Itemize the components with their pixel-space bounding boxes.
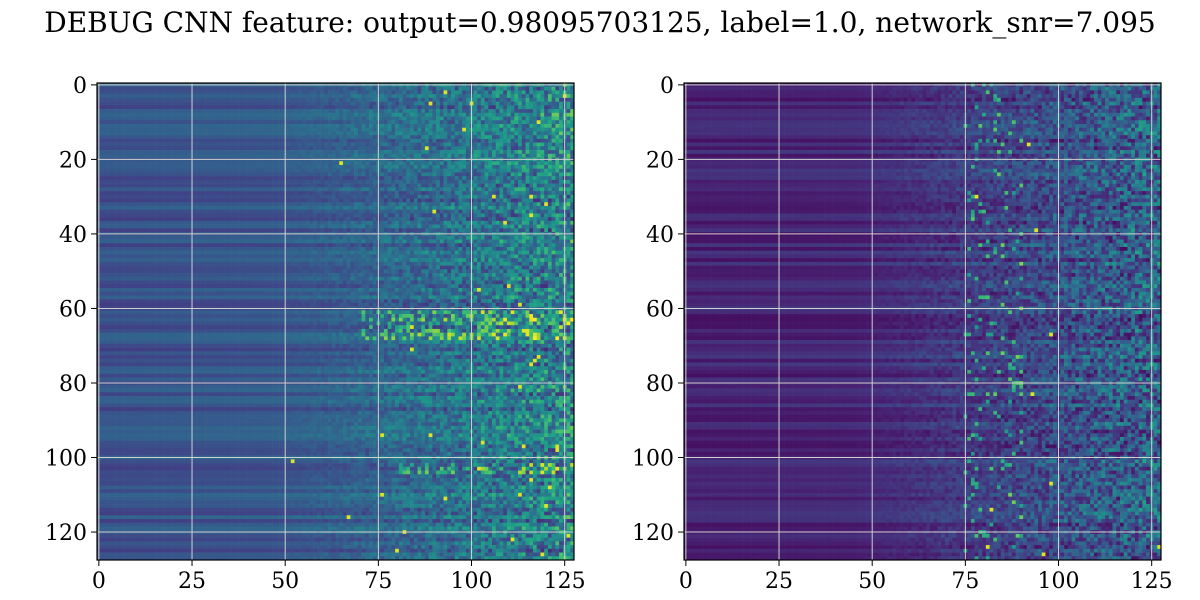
y-tick-label: 80 <box>59 372 87 397</box>
y-tick-label: 60 <box>646 297 674 322</box>
x-tick-label: 50 <box>858 569 886 594</box>
x-tick-label: 50 <box>271 569 299 594</box>
heatmap-cells <box>684 83 1161 560</box>
heatmap-panel-2: 0 25 50 75 100 125 0 20 40 60 80 100 120 <box>632 74 1173 594</box>
x-tick-label: 0 <box>679 569 693 594</box>
heatmap-cells <box>97 83 574 560</box>
x-tick-label: 25 <box>178 569 206 594</box>
y-tick-label: 40 <box>646 223 674 248</box>
y-tick-label: 100 <box>632 447 674 472</box>
x-tick-label: 0 <box>92 569 106 594</box>
x-tick-label: 100 <box>1038 569 1080 594</box>
y-tick-label: 100 <box>45 447 87 472</box>
heatmap-panel-1: 0 25 50 75 100 125 0 20 40 60 80 100 120 <box>45 74 586 594</box>
y-tick-label: 60 <box>59 297 87 322</box>
x-tick-label: 125 <box>544 569 586 594</box>
y-tick-label: 20 <box>59 148 87 173</box>
y-tick-label: 0 <box>73 74 87 99</box>
x-tick-label: 75 <box>951 569 979 594</box>
y-tick-label: 20 <box>646 148 674 173</box>
x-tick-label: 125 <box>1131 569 1173 594</box>
x-tick-label: 100 <box>451 569 493 594</box>
y-tick-label: 120 <box>45 521 87 546</box>
y-tick-label: 0 <box>660 74 674 99</box>
x-tick-label: 75 <box>364 569 392 594</box>
y-tick-label: 80 <box>646 372 674 397</box>
y-tick-label: 40 <box>59 223 87 248</box>
y-tick-label: 120 <box>632 521 674 546</box>
x-tick-label: 25 <box>765 569 793 594</box>
